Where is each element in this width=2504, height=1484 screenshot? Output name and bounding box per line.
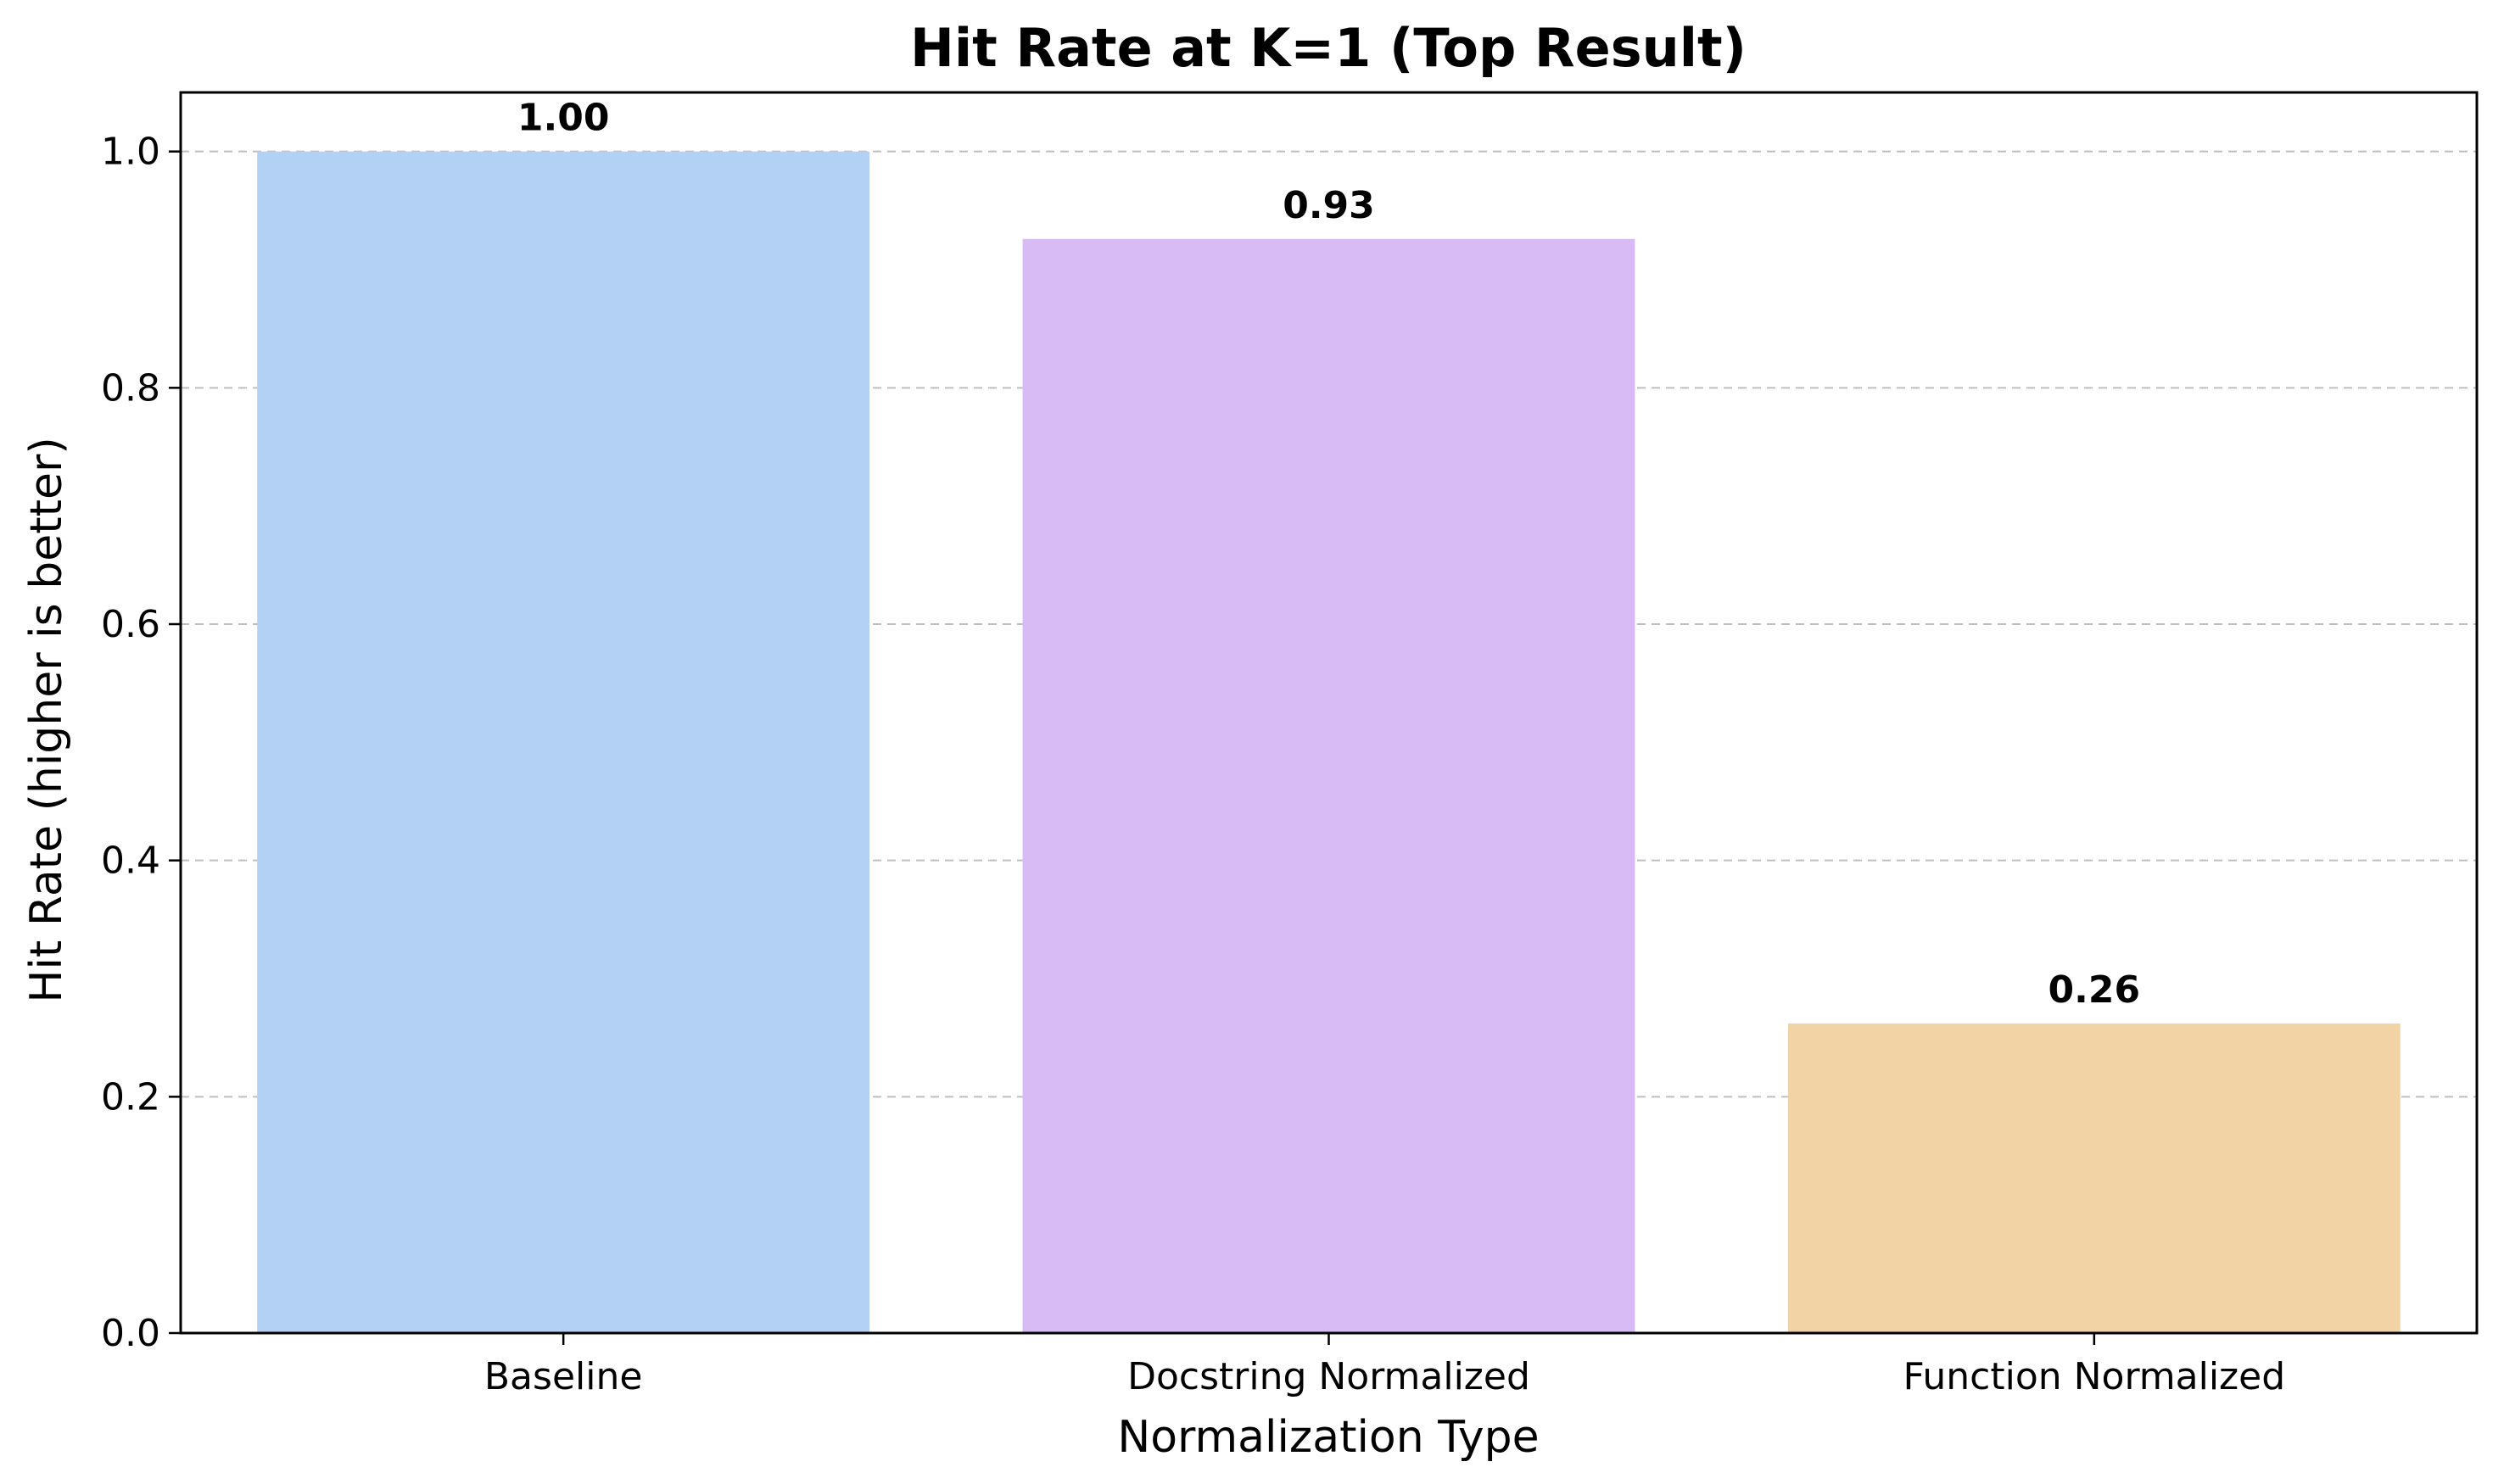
bar-2 (1022, 238, 1635, 1334)
y-axis-title: Hit Rate (higher is better) (21, 437, 72, 1002)
data-labels: 1.00 0.93 0.26 (517, 97, 2140, 1012)
bar-1 (257, 151, 870, 1334)
x-tick-label: Function Normalized (1903, 1355, 2286, 1398)
y-tick-label: 0.0 (101, 1312, 160, 1355)
x-axis: Baseline Docstring Normalized Function Nor… (484, 1333, 2285, 1398)
x-tick-label: Baseline (484, 1355, 643, 1398)
data-label: 0.93 (1283, 184, 1375, 227)
y-tick-label: 0.4 (101, 840, 160, 883)
chart-title: Hit Rate at K=1 (Top Result) (910, 17, 1747, 79)
x-axis-title: Normalization Type (1117, 1412, 1539, 1463)
y-tick-label: 0.2 (101, 1075, 160, 1119)
data-label: 1.00 (517, 97, 610, 140)
y-axis: 0.0 0.2 0.4 0.6 0.8 1.0 (101, 131, 181, 1355)
plot-frame (179, 91, 2479, 1335)
x-tick-label: Docstring Normalized (1127, 1355, 1530, 1398)
y-tick-label: 1.0 (101, 131, 160, 174)
data-label: 0.26 (2048, 968, 2141, 1012)
y-tick-label: 0.6 (101, 603, 160, 646)
bars (257, 151, 2401, 1334)
bar-3 (1787, 1023, 2401, 1333)
y-tick-label: 0.8 (101, 366, 160, 410)
